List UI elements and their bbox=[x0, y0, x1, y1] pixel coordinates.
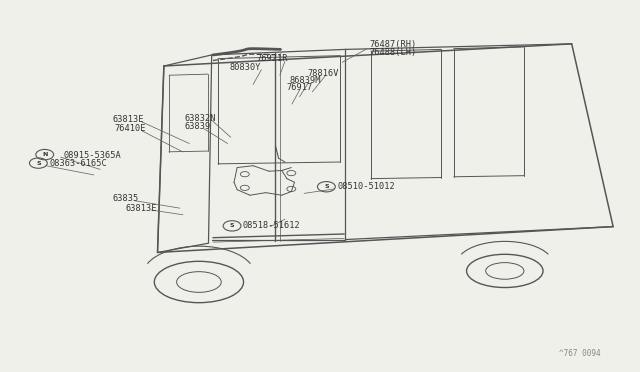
Text: 76917: 76917 bbox=[287, 83, 313, 92]
Text: 08510-51012: 08510-51012 bbox=[338, 182, 396, 191]
Text: 08518-51612: 08518-51612 bbox=[243, 221, 300, 230]
Text: N: N bbox=[42, 152, 47, 157]
Text: S: S bbox=[36, 161, 41, 166]
Text: 76410E: 76410E bbox=[115, 124, 147, 133]
Text: ^767 0094: ^767 0094 bbox=[559, 349, 600, 358]
Text: 63813E: 63813E bbox=[113, 115, 145, 124]
Text: 80830Y: 80830Y bbox=[230, 62, 261, 72]
Text: 63835: 63835 bbox=[113, 195, 139, 203]
Text: 08915-5365A: 08915-5365A bbox=[64, 151, 122, 160]
Text: 78816V: 78816V bbox=[307, 69, 339, 78]
Text: 76487(RH): 76487(RH) bbox=[370, 41, 417, 49]
Text: 76921R: 76921R bbox=[256, 54, 288, 63]
Text: S: S bbox=[230, 223, 234, 228]
Text: 63832N: 63832N bbox=[185, 114, 216, 123]
Text: 08363-6165C: 08363-6165C bbox=[49, 159, 107, 169]
Text: 63813E: 63813E bbox=[125, 203, 157, 213]
Text: 86839M: 86839M bbox=[289, 76, 321, 85]
Text: 76488(LH): 76488(LH) bbox=[370, 48, 417, 57]
Text: S: S bbox=[324, 184, 329, 189]
Text: 63839: 63839 bbox=[185, 122, 211, 131]
